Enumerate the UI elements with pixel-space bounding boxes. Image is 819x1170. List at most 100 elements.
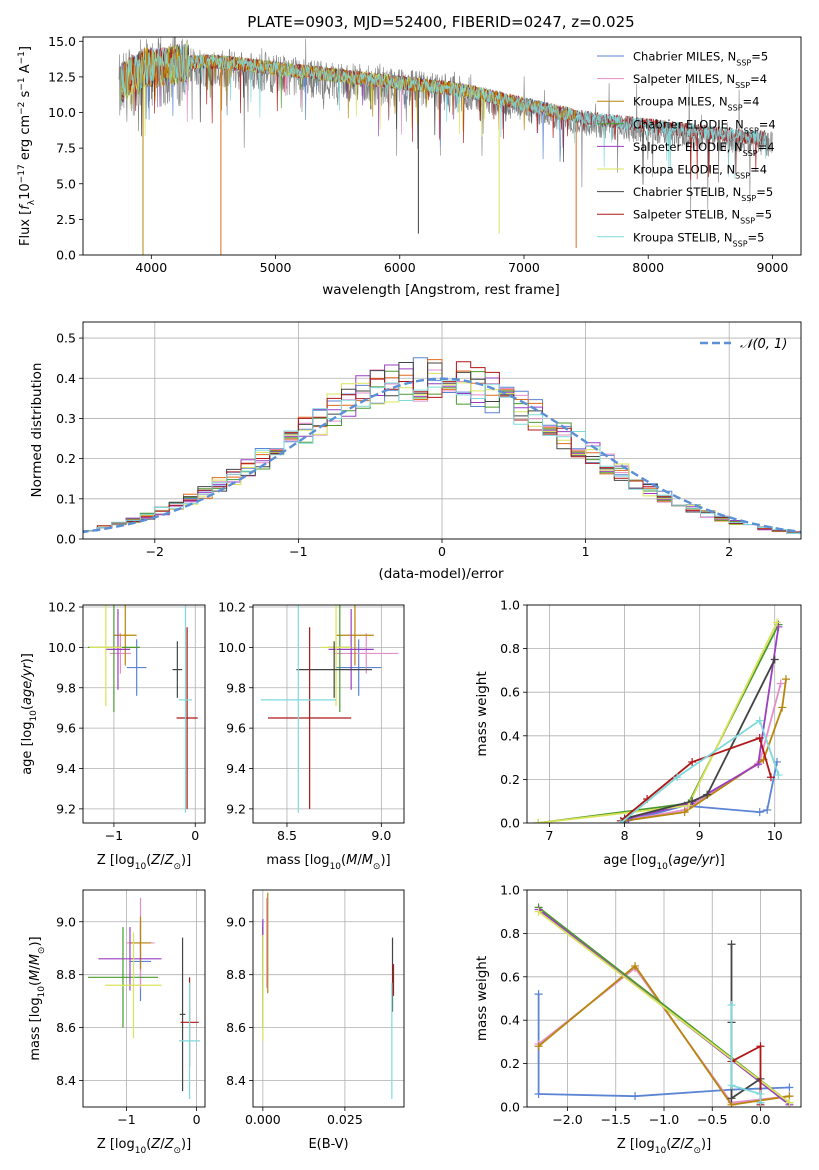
grid-mass-weight-vs-age (527, 605, 801, 823)
y-tick-label: 0.8 (500, 641, 520, 656)
legend-tail: =4 (759, 117, 776, 131)
panel-mass-vs-z: −1 08.48.68.89.0Z [log10(Z/Z⊙)]mass [log1… (28, 889, 206, 1156)
series-line-kroupa_stelib (620, 719, 780, 823)
label-part: M (346, 853, 357, 868)
label-part: Z [log (617, 1137, 655, 1152)
panel-spectrum: 4000 5000 6000 7000 8000 9000 0.0 2.5 5.0 7.5 10.0… (17, 13, 802, 298)
y-tick-label: 0.4 (56, 371, 76, 386)
ticks-mass-vs-ebv: 0.000 0.025 8.4 8.6 8.8 9.0 (226, 914, 363, 1127)
x-tick-label: −1 (117, 1112, 135, 1127)
label-part: Z [log (97, 853, 135, 868)
series-marker-kroupa_stelib (727, 1001, 736, 1010)
series-marker-salpeter_stelib (688, 757, 697, 766)
label-part: 10 (330, 862, 342, 872)
label-part: )] (380, 853, 390, 868)
y-tick-label: 0.8 (500, 926, 520, 941)
legend-label-salpeter_elodie: Salpeter ELODIE, NSSP=4 (633, 140, 775, 158)
y-tick-label: 9.6 (56, 721, 76, 736)
y-tick-label: 9.2 (56, 801, 76, 816)
axes-frame (82, 604, 206, 824)
legend-text: Kroupa MILES, N (633, 95, 728, 109)
label-part: ( (668, 853, 673, 868)
y-tick-label: 0.0 (500, 1100, 520, 1115)
label-part: / (160, 1137, 165, 1152)
series-marker-chabrier_stelib (727, 1094, 736, 1103)
y-tick-label: 9.0 (226, 914, 246, 929)
label-part: )] (181, 853, 191, 868)
series-marker-chabrier_miles (631, 1092, 640, 1101)
y-tick-label: 8.6 (226, 1020, 246, 1035)
y-tick-label: 15.0 (48, 34, 76, 49)
label-part: −17 (17, 164, 27, 183)
label-part: erg cm (18, 115, 33, 164)
x-tick-label: 9.0 (371, 828, 391, 843)
series-line-chabrier_stelib (624, 659, 776, 820)
label-part: 10 (655, 1146, 667, 1156)
y-tick-label: 2.5 (56, 212, 76, 227)
x-tick-label: 0.000 (245, 1112, 281, 1127)
legend-text: Chabrier ELODIE, N (633, 117, 744, 131)
y-tick-label: 0.2 (500, 772, 520, 787)
grid-mass-vs-ebv (253, 890, 404, 1107)
label-part: ⊙ (373, 862, 381, 872)
legend-text: Kroupa STELIB, N (633, 230, 733, 244)
ticks-age-vs-z: −1 0 9.2 9.4 9.6 9.8 10.0 10.2 (48, 600, 199, 843)
label-part: / (160, 853, 165, 868)
y-tick-label: 10.0 (48, 105, 76, 120)
label-part: )] (701, 1137, 711, 1152)
legend-sub: SSP (744, 126, 759, 135)
legend-sub: SSP (740, 216, 755, 225)
plot-area-age-vs-z (83, 605, 205, 823)
errorbar-kroupa_stelib (178, 605, 192, 813)
errorbar-salpeter_elodie (98, 927, 162, 991)
label-part: ] (18, 46, 33, 51)
panel-residual-histogram: −2 −1 0 1 2 0.0 0.1 0.2 0.3 0.4 0.5 (data-model)/er… (29, 321, 802, 582)
chart-title: PLATE=0903, MJD=52400, FIBERID=0247, z=0… (247, 13, 634, 31)
errorbar-kroupa_miles (113, 605, 137, 666)
y-axis-label: age [log10(age/yr)] (20, 653, 39, 775)
x-tick-label: −2 (146, 544, 164, 559)
model-spectrum-kroupa_stelib (119, 43, 767, 177)
label-part: / (680, 1137, 685, 1152)
y-tick-label: 0.5 (56, 331, 76, 346)
label-part: λ (27, 199, 37, 205)
label-part: Z (150, 853, 161, 868)
label-part: A (18, 64, 33, 77)
errorbar-chabrier_stelib (172, 641, 183, 698)
y-tick-label: 0.4 (500, 1013, 520, 1028)
y-tick-label: 9.2 (226, 801, 246, 816)
series-marker-kroupa_stelib (755, 716, 764, 725)
legend-text: Chabrier MILES, N (633, 50, 736, 64)
label-part: 10 (135, 1146, 147, 1156)
series-marker-kroupa_miles (781, 675, 790, 684)
legend-label-kroupa_stelib: Kroupa STELIB, NSSP=5 (633, 230, 764, 248)
axes-frame (82, 321, 802, 540)
errorbar-salpeter_stelib (176, 627, 198, 809)
x-tick-label: 9 (696, 828, 704, 843)
x-tick-label: −0.5 (697, 1112, 727, 1127)
x-axis-label: (data-model)/error (378, 566, 504, 582)
x-tick-label: 0 (191, 828, 199, 843)
series-marker-kroupa_elodie (772, 618, 781, 627)
legend-text: Chabrier STELIB, N (633, 185, 741, 199)
legend-tail: =5 (748, 230, 765, 244)
legend-label-chabrier_elodie: Chabrier ELODIE, NSSP=4 (633, 117, 776, 135)
errorbar-chabrier_stelib (179, 937, 186, 1092)
y-tick-label: 9.0 (56, 914, 76, 929)
label-part: / (357, 853, 362, 868)
y-tick-label: 0.6 (500, 969, 520, 984)
y-tick-label: 10.0 (218, 640, 246, 655)
label-part: Z (164, 1137, 175, 1152)
label-part: −2 (17, 102, 27, 115)
y-tick-label: 8.8 (226, 967, 246, 982)
panel-age-vs-z: −1 09.29.49.69.810.010.2Z [log10(Z/Z⊙)]ag… (20, 600, 206, 872)
y-tick-label: 1.0 (500, 598, 520, 613)
series-marker-chabrier_miles (755, 808, 764, 817)
series-marker-kroupa_miles (631, 961, 640, 970)
x-tick-label: 7 (546, 828, 554, 843)
errorbar-salpeter_stelib (268, 627, 352, 809)
y-tick-label: 0.0 (500, 816, 520, 831)
series-marker-salpeter_elodie (754, 760, 763, 769)
ticks-mass-weight-vs-z: −2.0 −1.5 −1.0 −0.5 0.0 0.0 0.2 0.4 0.6 0.8 1.0 (500, 883, 770, 1128)
